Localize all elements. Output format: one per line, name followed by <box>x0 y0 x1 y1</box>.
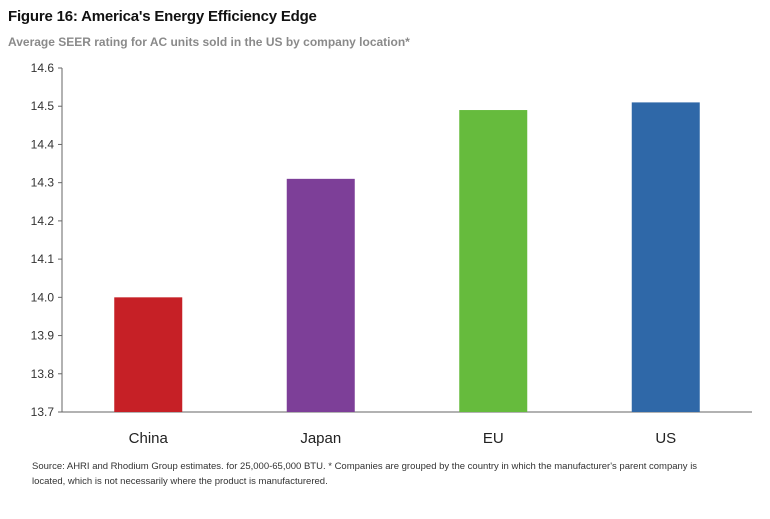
x-tick-label-china: China <box>129 430 169 447</box>
source-note: Source: AHRI and Rhodium Group estimates… <box>32 461 698 487</box>
bar-us <box>631 102 700 413</box>
y-tick-label: 14.2 <box>31 214 55 228</box>
chart-subtitle: Average SEER rating for AC units sold in… <box>8 35 410 49</box>
x-axis-labels: China Japan EU US <box>129 430 677 447</box>
y-tick-label: 14.6 <box>31 61 55 75</box>
y-tick-label: 14.5 <box>31 99 55 113</box>
bar-japan <box>286 178 355 412</box>
y-tick-label: 14.3 <box>31 176 55 190</box>
y-tick-label: 14.1 <box>31 252 55 266</box>
y-tick-label: 14.4 <box>31 137 55 151</box>
y-tick-label: 13.9 <box>31 329 55 343</box>
bars <box>114 102 700 413</box>
x-tick-label-japan: Japan <box>300 430 341 447</box>
bar-eu <box>459 110 528 413</box>
y-tick-label: 13.7 <box>31 405 55 419</box>
x-tick-label-us: US <box>655 430 676 447</box>
chart-title: Figure 16: America's Energy Efficiency E… <box>8 8 317 25</box>
bar-china <box>114 297 183 412</box>
x-tick-label-eu: EU <box>483 430 504 447</box>
y-tick-label: 14.0 <box>31 290 55 304</box>
y-tick-label: 13.8 <box>31 367 55 381</box>
